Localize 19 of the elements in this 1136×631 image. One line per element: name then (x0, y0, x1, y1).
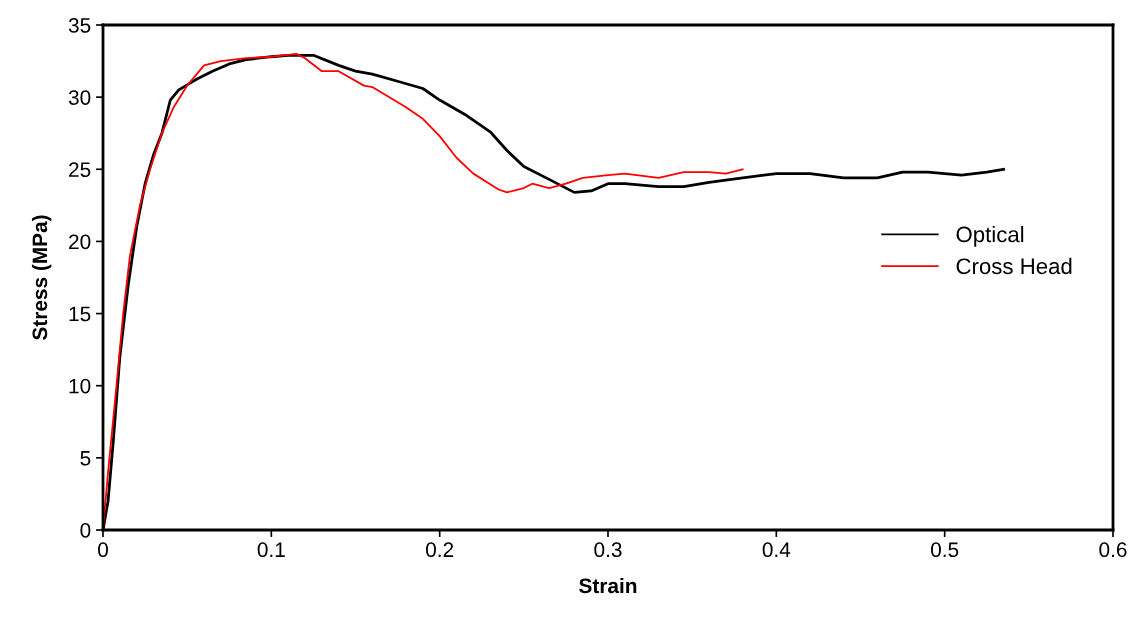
x-tick-label: 0.5 (931, 542, 959, 558)
y-tick-label: 5 (80, 451, 91, 466)
x-axis-title: Strain (579, 577, 637, 594)
x-tick-label: 0 (98, 542, 108, 558)
x-tick-label: 0.6 (1099, 542, 1127, 558)
y-tick-label: 25 (69, 162, 91, 178)
x-tick-label: 0.2 (426, 542, 454, 558)
y-tick-label: 15 (69, 306, 91, 322)
y-axis-title: Stress (MPa) (31, 215, 52, 340)
legend-label: Optical (956, 225, 1024, 247)
y-tick-label: 35 (68, 18, 91, 33)
x-tick-label: 0.1 (257, 542, 285, 558)
y-tick-label: 20 (69, 234, 91, 250)
x-tick-label: 0.3 (594, 542, 622, 558)
y-tick-label: 30 (68, 90, 91, 105)
legend-label: Cross Head (956, 257, 1072, 275)
y-tick-label: 0 (80, 523, 91, 538)
y-tick-label: 10 (69, 378, 91, 394)
x-tick-label: 0.4 (762, 542, 791, 558)
